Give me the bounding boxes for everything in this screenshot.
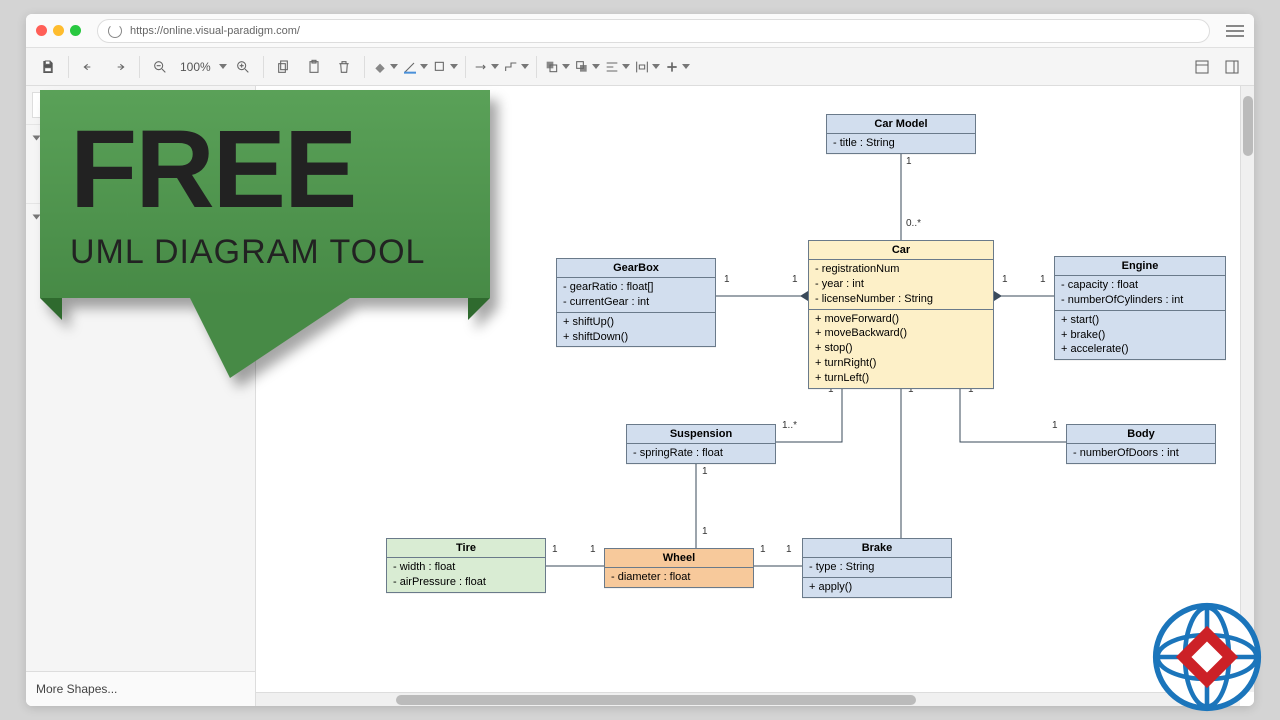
outline-panel-button[interactable] [1218, 53, 1246, 81]
uml-class-carmodel[interactable]: Car Model - title : String [826, 114, 976, 154]
more-shapes-button[interactable]: More Shapes... [26, 671, 255, 706]
align-button[interactable] [603, 53, 631, 81]
uml-class-title: Car [809, 241, 993, 260]
uml-operation: + turnLeft() [815, 371, 987, 386]
window-controls [36, 25, 81, 36]
zoom-level[interactable]: 100% [176, 60, 215, 74]
uml-class-tire[interactable]: Tire - width : float- airPressure : float [386, 538, 546, 593]
paste-button[interactable] [300, 53, 328, 81]
uml-class-wheel[interactable]: Wheel - diameter : float [604, 548, 754, 588]
save-button[interactable] [34, 53, 62, 81]
waypoint-button[interactable] [502, 53, 530, 81]
brand-logo [1152, 602, 1262, 712]
horizontal-scrollbar[interactable] [256, 692, 1240, 706]
uml-attribute: - registrationNum [815, 262, 987, 277]
maximize-icon[interactable] [70, 25, 81, 36]
copy-button[interactable] [270, 53, 298, 81]
uml-attribute: - numberOfDoors : int [1073, 446, 1209, 461]
uml-operation: + shiftDown() [563, 330, 709, 345]
uml-class-suspension[interactable]: Suspension - springRate : float [626, 424, 776, 464]
uml-operation: + brake() [1061, 328, 1219, 343]
uml-operation: + moveForward() [815, 312, 987, 327]
redo-button[interactable] [105, 53, 133, 81]
uml-class-title: Wheel [605, 549, 753, 568]
uml-operation: + accelerate() [1061, 342, 1219, 357]
uml-class-brake[interactable]: Brake - type : String + apply() [802, 538, 952, 598]
reload-icon[interactable] [108, 24, 122, 38]
menu-icon[interactable] [1226, 25, 1244, 37]
delete-button[interactable] [330, 53, 358, 81]
app-toolbar: 100% [26, 48, 1254, 86]
uml-operation: + shiftUp() [563, 315, 709, 330]
uml-operation: + start() [1061, 313, 1219, 328]
shadow-button[interactable] [431, 53, 459, 81]
address-bar[interactable]: https://online.visual-paradigm.com/ [97, 19, 1210, 43]
uml-class-title: Tire [387, 539, 545, 558]
promo-banner: FREE UML DIAGRAM TOOL [40, 90, 490, 378]
uml-operation: + apply() [809, 580, 945, 595]
banner-subline: UML DIAGRAM TOOL [70, 233, 460, 272]
zoom-out-button[interactable] [146, 53, 174, 81]
url-text: https://online.visual-paradigm.com/ [130, 25, 300, 37]
fill-color-button[interactable] [371, 53, 399, 81]
uml-class-title: Car Model [827, 115, 975, 134]
uml-attribute: - type : String [809, 560, 945, 575]
uml-attribute: - numberOfCylinders : int [1061, 293, 1219, 308]
uml-class-title: Suspension [627, 425, 775, 444]
connector-button[interactable] [472, 53, 500, 81]
uml-attribute: - year : int [815, 277, 987, 292]
uml-attribute: - diameter : float [611, 570, 747, 585]
undo-button[interactable] [75, 53, 103, 81]
uml-operation: + turnRight() [815, 356, 987, 371]
add-button[interactable] [663, 53, 691, 81]
uml-attribute: - title : String [833, 136, 969, 151]
browser-bar: https://online.visual-paradigm.com/ [26, 14, 1254, 48]
uml-class-car[interactable]: Car - registrationNum- year : int- licens… [808, 240, 994, 389]
uml-attribute: - capacity : float [1061, 278, 1219, 293]
uml-class-gearbox[interactable]: GearBox - gearRatio : float[]- currentGea… [556, 258, 716, 347]
distribute-button[interactable] [633, 53, 661, 81]
uml-attribute: - licenseNumber : String [815, 292, 987, 307]
format-panel-button[interactable] [1188, 53, 1216, 81]
uml-attribute: - currentGear : int [563, 295, 709, 310]
to-front-button[interactable] [543, 53, 571, 81]
uml-operation: + moveBackward() [815, 326, 987, 341]
uml-attribute: - width : float [393, 560, 539, 575]
uml-class-title: GearBox [557, 259, 715, 278]
uml-attribute: - gearRatio : float[] [563, 280, 709, 295]
uml-class-engine[interactable]: Engine - capacity : float- numberOfCylind… [1054, 256, 1226, 360]
line-color-button[interactable] [401, 53, 429, 81]
uml-attribute: - airPressure : float [393, 575, 539, 590]
zoom-in-button[interactable] [229, 53, 257, 81]
uml-attribute: - springRate : float [633, 446, 769, 461]
minimize-icon[interactable] [53, 25, 64, 36]
uml-class-title: Brake [803, 539, 951, 558]
chevron-down-icon[interactable] [219, 64, 227, 69]
close-icon[interactable] [36, 25, 47, 36]
uml-class-body[interactable]: Body - numberOfDoors : int [1066, 424, 1216, 464]
banner-headline: FREE [70, 118, 460, 223]
to-back-button[interactable] [573, 53, 601, 81]
uml-class-title: Engine [1055, 257, 1225, 276]
uml-class-title: Body [1067, 425, 1215, 444]
uml-operation: + stop() [815, 341, 987, 356]
